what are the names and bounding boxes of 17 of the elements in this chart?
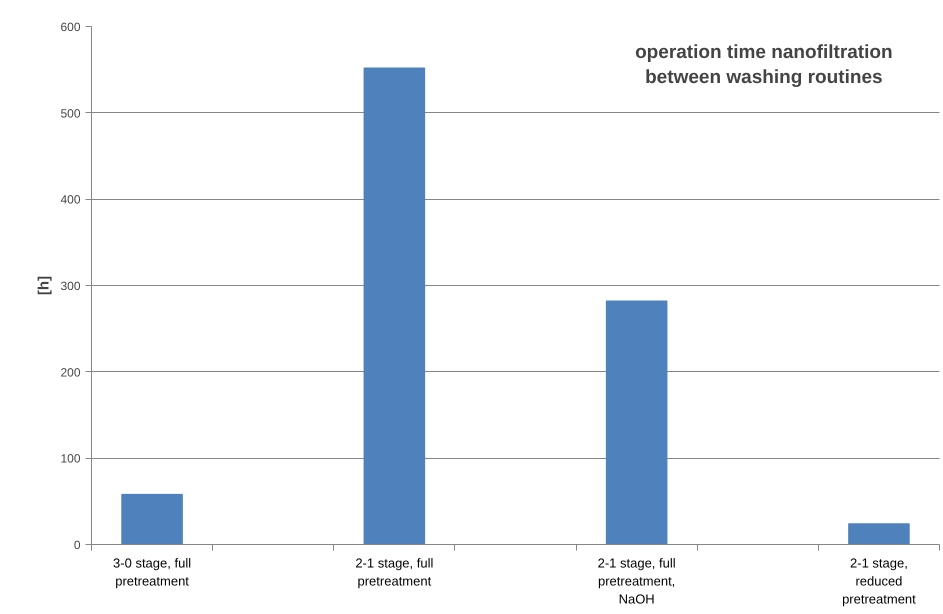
y-tick-label: 100 (60, 452, 81, 466)
x-tick-label: 2-1 stage, full pretreatment, NaOH (598, 556, 676, 606)
x-tick-label: 2-1 stage, reduced pretreatment (842, 556, 916, 606)
y-tick-label: 400 (60, 192, 81, 207)
x-tick-label: 3-0 stage, full pretreatment (113, 556, 192, 588)
y-tick-label: 300 (60, 279, 81, 293)
y-tick-label: 200 (60, 365, 81, 380)
y-tick-label: 0 (74, 538, 81, 552)
bar (848, 523, 910, 544)
x-tick-label: 2-1 stage, full pretreatment (355, 556, 434, 588)
text: operation time nanofiltration between washing routines (635, 42, 893, 88)
y-tick-label: 600 (60, 20, 81, 34)
bar (606, 300, 668, 544)
bar (121, 494, 183, 544)
y-axis-title: [h] (35, 276, 52, 296)
y-tick-label: 500 (60, 106, 81, 120)
bar (364, 67, 426, 544)
